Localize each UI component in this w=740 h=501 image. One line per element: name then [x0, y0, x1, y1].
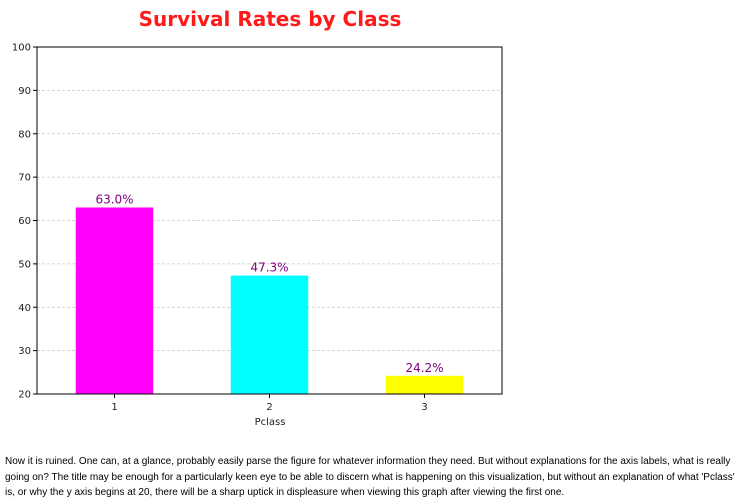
y-tick-label: 90	[18, 86, 31, 97]
y-axis-ticks: 20 30 40 50 60 70 80 90 100	[12, 43, 37, 401]
bar-pclass-3	[385, 375, 464, 394]
caption-text: Now it is ruined. One can, at a glance, …	[5, 456, 735, 498]
x-axis-label: Pclass	[255, 417, 286, 428]
x-axis-ticks: 1 2 3	[111, 394, 428, 413]
y-tick-label: 100	[12, 43, 31, 54]
chart-title: Survival Rates by Class	[139, 7, 402, 31]
x-tick-label: 1	[111, 402, 117, 413]
data-labels: 63.0% 47.3% 24.2%	[95, 192, 443, 374]
data-label: 24.2%	[405, 361, 443, 375]
x-tick-label: 3	[421, 402, 427, 413]
bars	[75, 207, 464, 394]
y-tick-label: 30	[18, 346, 31, 357]
x-tick-label: 2	[266, 402, 272, 413]
y-tick-label: 20	[18, 390, 31, 401]
data-label: 63.0%	[95, 192, 133, 206]
bar-pclass-1	[75, 207, 154, 394]
y-tick-label: 60	[18, 216, 31, 227]
data-label: 47.3%	[250, 261, 288, 275]
bar-pclass-2	[230, 275, 309, 394]
bar-chart: Survival Rates by Class 20 30 40 50 60 70 80 90…	[12, 7, 503, 428]
y-tick-label: 50	[18, 259, 31, 270]
y-tick-label: 80	[18, 129, 31, 140]
y-tick-label: 40	[18, 303, 31, 314]
y-tick-label: 70	[18, 173, 31, 184]
